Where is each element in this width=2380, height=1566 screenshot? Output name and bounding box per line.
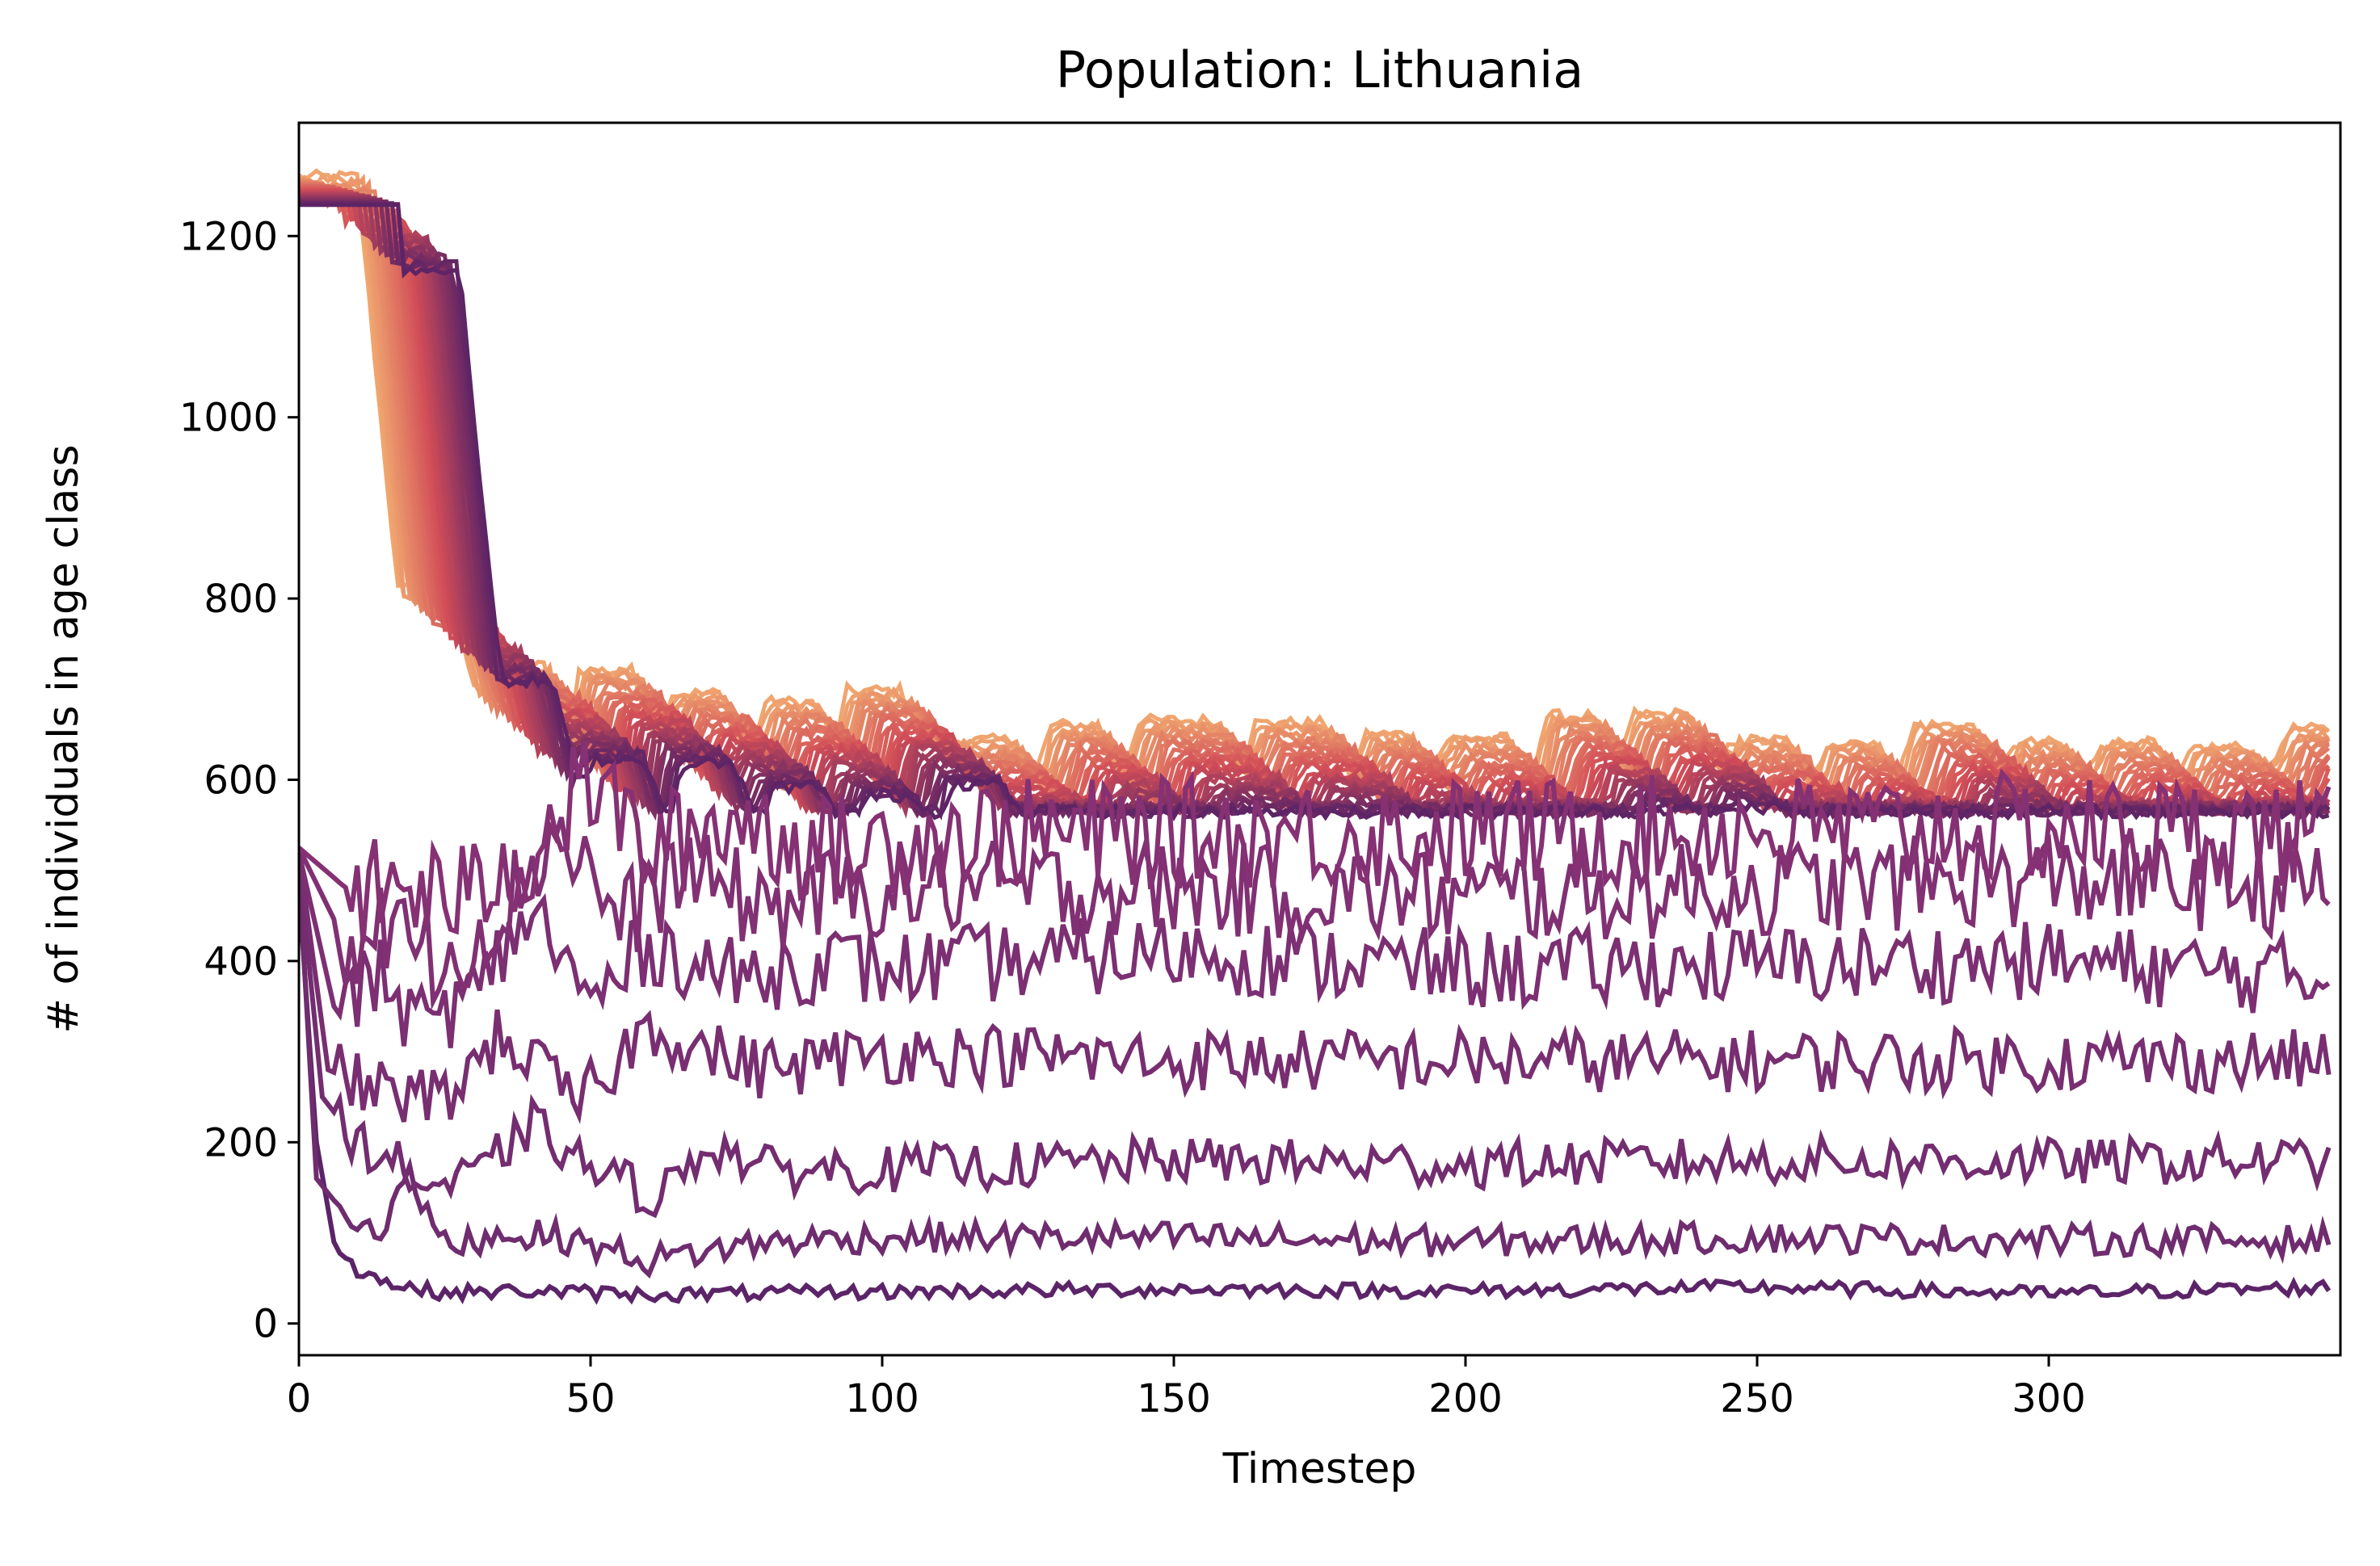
- series-line-class-6: [299, 817, 2331, 1011]
- series-line-upper-31: [299, 183, 2331, 808]
- series-line-upper-21: [299, 191, 2330, 815]
- series-line-upper-9: [299, 202, 2330, 822]
- y-axis-label: # of individuals in age class: [40, 444, 88, 1033]
- series-line-upper-38: [299, 173, 2331, 798]
- y-tick-label: 600: [204, 758, 278, 803]
- chart-title: Population: Lithuania: [1056, 40, 1584, 99]
- series-line-class-1: [299, 888, 2332, 1305]
- series-line-upper-24: [299, 189, 2330, 813]
- y-tick-label: 1200: [179, 214, 278, 259]
- series-line-upper-8: [299, 203, 2330, 821]
- series-line-class-4: [299, 851, 2332, 1124]
- series-layer: [299, 168, 2332, 1305]
- y-tick-label: 800: [204, 577, 278, 622]
- x-tick-label: 50: [566, 1376, 615, 1421]
- y-axis: 0 200 400 600 800 1000 1200: [179, 214, 299, 1347]
- series-line-class-2: [299, 870, 2332, 1279]
- y-tick-label: 0: [253, 1302, 278, 1347]
- x-axis-label: Timestep: [1222, 1445, 1417, 1493]
- x-tick-label: 150: [1137, 1376, 1211, 1421]
- x-tick-label: 0: [287, 1376, 312, 1421]
- series-line-upper-32: [299, 182, 2331, 808]
- series-line-class-3: [299, 861, 2332, 1219]
- y-tick-label: 1000: [179, 396, 278, 441]
- x-tick-label: 200: [1428, 1376, 1503, 1421]
- series-line-upper-37: [299, 177, 2329, 795]
- x-tick-label: 300: [2012, 1376, 2086, 1421]
- x-tick-label: 250: [1720, 1376, 1794, 1421]
- series-line-class-7: [299, 741, 2332, 943]
- y-tick-label: 400: [204, 939, 278, 985]
- x-axis: 0 50 100 150 200 250 300: [287, 1355, 2086, 1421]
- y-tick-label: 200: [204, 1120, 278, 1165]
- x-tick-label: 100: [845, 1376, 919, 1421]
- plot-frame: [297, 121, 2342, 1357]
